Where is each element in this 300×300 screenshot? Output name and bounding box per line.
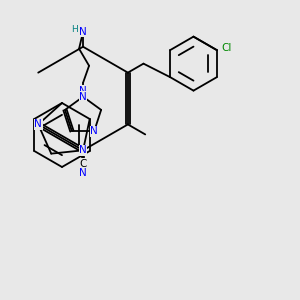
- Text: N: N: [79, 92, 87, 102]
- Text: N: N: [79, 168, 87, 178]
- Text: H: H: [71, 25, 77, 34]
- Text: N: N: [79, 27, 87, 37]
- Text: N: N: [79, 145, 87, 155]
- Text: N: N: [34, 119, 42, 129]
- Text: C: C: [80, 159, 87, 169]
- Text: Cl: Cl: [222, 43, 232, 53]
- Text: N: N: [90, 126, 98, 136]
- Text: N: N: [79, 86, 87, 96]
